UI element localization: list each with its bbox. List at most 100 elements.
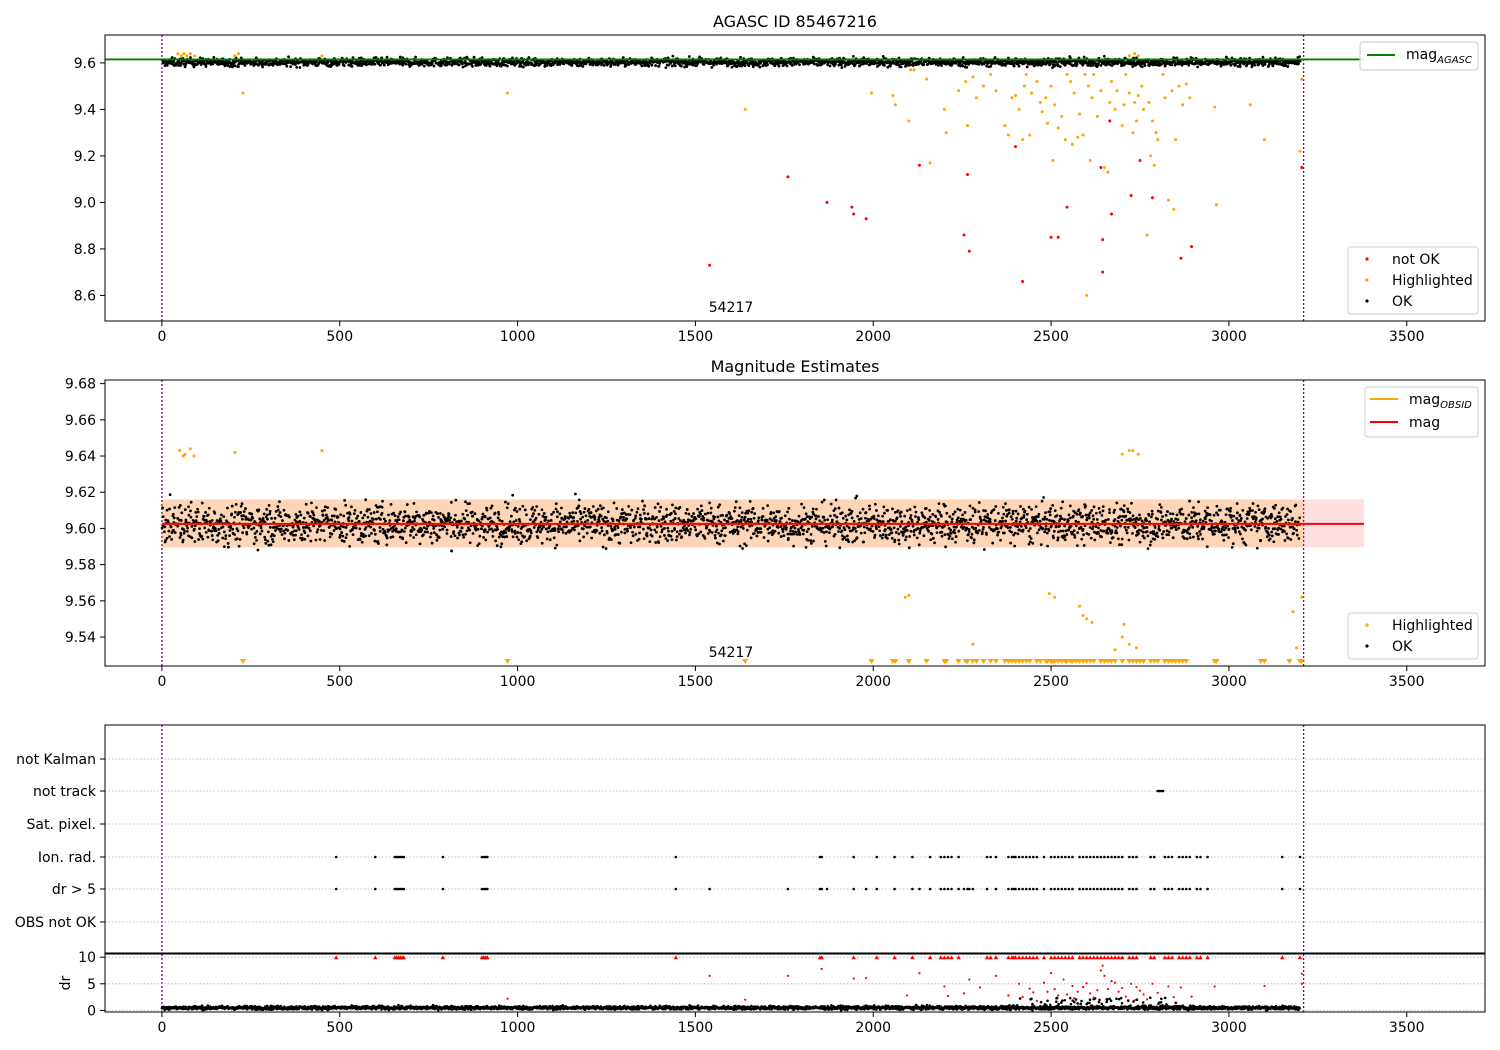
ok-point [770,518,774,522]
ok-point [574,492,577,496]
ok-point [554,502,558,506]
ok-point [338,527,342,531]
ok-point [818,519,822,523]
ok-point [616,533,620,536]
ok-point [204,65,208,68]
ok-point [996,527,999,531]
ok-point [747,509,751,513]
ok-point [845,518,849,522]
ok-point [629,526,632,529]
ok-point [384,519,387,523]
ok-point [211,62,215,66]
ok-point [741,526,745,530]
highlighted-point [912,68,916,72]
highlighted-point [964,80,968,84]
ok-point [645,531,649,535]
ok-point [909,529,913,533]
ok-point [1017,64,1021,68]
ok-point [497,512,501,516]
ok-point [241,531,245,535]
legend-label-ok: OK [1392,294,1413,310]
ok-point [751,506,755,510]
ok-point [900,520,904,523]
ok-point [669,519,673,523]
ok-point [500,542,504,546]
highlighted-point [1300,77,1304,81]
ok-point [536,528,540,532]
ok-point [739,55,742,59]
x-tick-label: 0 [157,329,166,345]
ok-point [204,510,207,514]
ok-point [1090,508,1094,512]
ok-point [768,526,772,530]
ok-point [354,526,358,530]
ok-point [778,520,782,524]
ok-point [179,533,183,537]
ok-point [600,529,604,533]
ok-point [558,63,562,66]
ok-point [1081,515,1085,518]
ok-point [584,514,588,518]
ok-point [1048,513,1052,517]
ok-point [1006,526,1010,530]
highlighted-point [974,96,978,100]
ok-point [659,524,663,528]
ok-point [666,539,670,543]
ok-point [718,542,721,546]
highlighted-point [1120,124,1124,128]
ok-point [833,532,837,536]
ok-point [740,511,744,515]
ok-point [804,546,808,549]
ok-point [429,531,433,535]
ok-point [1027,529,1031,533]
panel1-frame [104,34,1486,322]
highlighted-point [1021,138,1025,142]
ok-point [904,525,908,529]
ok-point [746,511,750,515]
ok-point [957,529,961,533]
ok-point [996,533,999,537]
ok-point [777,64,781,68]
ok-point [635,510,639,514]
ok-point [243,63,247,67]
ok-point [456,536,459,540]
ok-point [455,525,459,529]
ok-point [834,498,838,502]
highlighted-point [1156,138,1160,142]
ok-point [322,529,326,533]
ok-point [542,512,546,515]
ok-point [673,517,677,520]
ok-point [445,63,449,67]
ok-point [495,544,499,547]
highlighted-point [1088,159,1092,163]
ok-point [348,544,352,548]
ok-point [1009,515,1013,519]
ok-point [370,531,373,535]
ok-point [518,520,522,523]
ok-point [873,536,876,539]
ok-point [897,542,901,546]
ok-point [402,530,406,533]
ok-point [540,541,544,545]
ok-point [458,533,461,537]
ok-point [239,504,243,508]
ok-point [1140,65,1144,69]
ok-point [334,508,338,511]
ok-point [490,527,493,531]
ok-point [242,510,246,513]
ok-point [1263,62,1267,66]
ok-point [678,532,681,536]
ok-point [892,526,896,530]
ok-point [809,539,813,542]
ok-point [923,516,927,520]
ok-point [928,515,932,519]
ok-point [402,519,405,523]
not-ok-point [1190,245,1194,249]
ok-point [339,513,343,517]
ok-point [936,517,940,521]
ok-point [884,533,888,537]
ok-point [164,539,167,543]
ok-point [709,511,713,515]
ok-point [413,519,416,523]
ok-point [333,520,337,524]
